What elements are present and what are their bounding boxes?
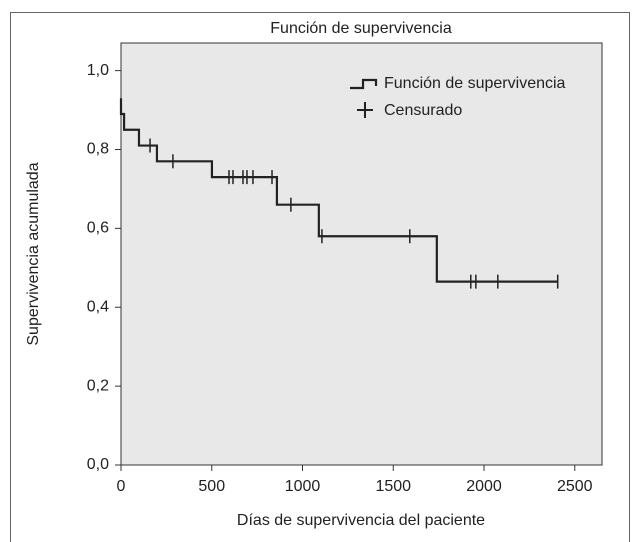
x-axis-title: Días de supervivencia del paciente — [237, 512, 485, 529]
legend-label: Censurado — [384, 102, 462, 119]
x-tick-label: 1000 — [285, 478, 321, 495]
legend-line-icon — [350, 78, 378, 90]
y-axis-title: Supervivencia acumulada — [25, 162, 42, 345]
x-tick-label: 1500 — [375, 478, 411, 495]
y-tick-label: 1,0 — [87, 62, 109, 79]
legend-label: Función de supervivencia — [384, 75, 566, 92]
y-tick-label: 0,6 — [87, 220, 109, 237]
x-tick-label: 0 — [117, 478, 126, 495]
plot-area — [120, 42, 603, 466]
x-tick-label: 2500 — [557, 478, 593, 495]
y-tick-label: 0,0 — [87, 456, 109, 473]
chart-title: Función de supervivencia — [270, 20, 452, 37]
x-tick-label: 2000 — [466, 478, 502, 495]
y-tick-label: 0,8 — [87, 141, 109, 158]
survival-line — [119, 98, 558, 283]
y-tick-label: 0,2 — [87, 377, 109, 394]
x-tick-label: 500 — [198, 478, 225, 495]
y-tick-label: 0,4 — [87, 298, 109, 315]
outer-frame — [10, 12, 630, 542]
